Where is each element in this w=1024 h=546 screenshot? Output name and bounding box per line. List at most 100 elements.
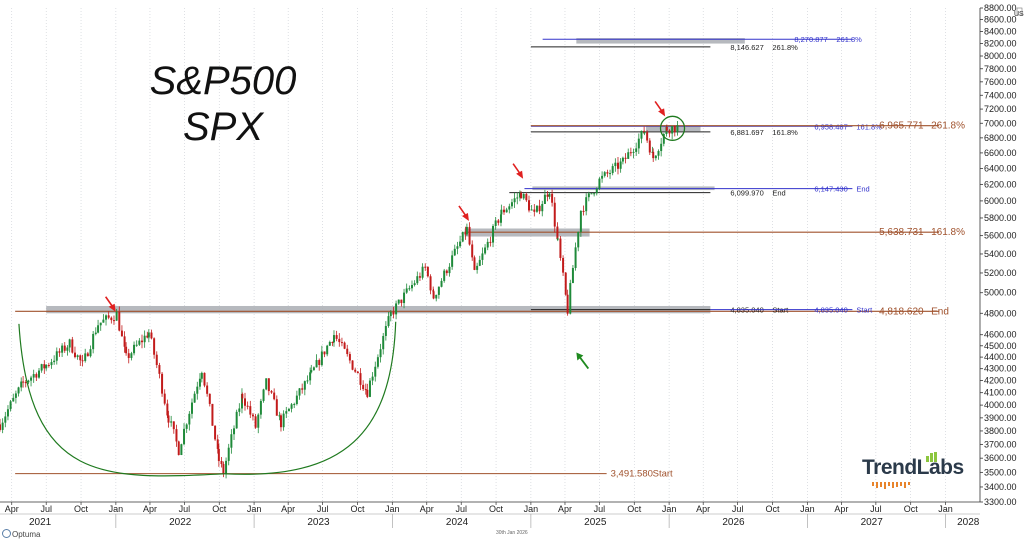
candle-body bbox=[318, 360, 321, 365]
candle-body bbox=[287, 408, 290, 412]
month-label: Apr bbox=[834, 504, 848, 514]
candle-body bbox=[637, 138, 640, 149]
candle-body bbox=[89, 349, 92, 357]
y-tick-label: 7200.00 bbox=[984, 104, 1017, 114]
candle-body bbox=[295, 395, 298, 405]
candle-body bbox=[400, 299, 403, 304]
candle-body bbox=[230, 434, 233, 448]
candle-body bbox=[257, 414, 260, 428]
candle-body bbox=[211, 403, 214, 426]
candle-body bbox=[503, 209, 506, 213]
footer-provider: Optuma bbox=[2, 529, 40, 539]
candle-body bbox=[392, 311, 395, 315]
candle-body bbox=[335, 335, 338, 339]
candle-body bbox=[405, 288, 408, 293]
candle-body bbox=[564, 272, 567, 295]
candle-body bbox=[127, 353, 130, 358]
candle-body bbox=[541, 203, 544, 212]
candle-body bbox=[448, 266, 451, 274]
y-tick-label: 5400.00 bbox=[984, 249, 1017, 259]
level-value-label: 4,818.620 bbox=[879, 306, 924, 317]
candle-body bbox=[426, 267, 429, 277]
candle-body bbox=[476, 265, 479, 270]
candle-body bbox=[348, 354, 351, 361]
candle-body bbox=[331, 342, 334, 344]
y-tick-label: 8600.00 bbox=[984, 15, 1017, 25]
candle-body bbox=[500, 209, 503, 215]
candle-body bbox=[254, 416, 257, 428]
brand-bars-icon bbox=[872, 452, 937, 489]
candle-body bbox=[611, 166, 614, 174]
settings-icon bbox=[1016, 7, 1023, 16]
candle-body bbox=[153, 338, 156, 355]
candle-body bbox=[115, 311, 118, 321]
candle-body bbox=[214, 425, 217, 440]
candle-body bbox=[27, 380, 30, 383]
candle-body bbox=[609, 173, 612, 175]
candle-body bbox=[125, 346, 128, 354]
level-tag-label: 261.8% bbox=[772, 43, 798, 52]
y-tick-label: 4800.00 bbox=[984, 308, 1017, 318]
month-label: Jan bbox=[662, 504, 677, 514]
year-label: 2028 bbox=[957, 517, 980, 528]
candle-body bbox=[17, 387, 20, 394]
y-tick-label: 3700.00 bbox=[984, 439, 1017, 449]
level-tag-label: 161.8% bbox=[931, 227, 965, 238]
candle-body bbox=[265, 378, 268, 390]
candle-body bbox=[198, 378, 201, 387]
year-label: 2022 bbox=[169, 517, 192, 528]
candle-body bbox=[298, 388, 301, 396]
candle-body bbox=[643, 132, 646, 134]
chart-title-line1: S&P500 bbox=[149, 59, 297, 103]
candle-body bbox=[468, 226, 471, 245]
y-tick-label: 4200.00 bbox=[984, 376, 1017, 386]
y-tick-label: 7800.00 bbox=[984, 64, 1017, 74]
candle-body bbox=[172, 421, 175, 430]
candle-body bbox=[665, 126, 668, 131]
candle-body bbox=[147, 332, 150, 338]
candle-body bbox=[556, 226, 559, 240]
candle-body bbox=[138, 340, 141, 345]
month-label: Oct bbox=[904, 504, 919, 514]
candle-body bbox=[249, 406, 252, 415]
candle-body bbox=[4, 416, 7, 423]
candle-body bbox=[241, 393, 244, 399]
level-value-label: 6,958.487 bbox=[814, 122, 847, 131]
candle-body bbox=[676, 125, 679, 133]
candle-body bbox=[662, 134, 665, 144]
candle-body bbox=[12, 397, 15, 402]
candle-body bbox=[533, 209, 536, 212]
candle-body bbox=[408, 288, 411, 290]
green-arrow-icon bbox=[578, 356, 590, 370]
candle-body bbox=[326, 345, 329, 355]
candle-body bbox=[627, 152, 630, 159]
candle-body bbox=[50, 362, 53, 366]
candle-body bbox=[635, 148, 638, 152]
candle-body bbox=[559, 238, 562, 258]
candle-body bbox=[343, 342, 346, 349]
candle-body bbox=[621, 157, 624, 162]
candle-body bbox=[668, 130, 671, 134]
candle-body bbox=[522, 193, 525, 199]
candle-body bbox=[646, 132, 649, 141]
candle-body bbox=[30, 377, 33, 381]
candle-body bbox=[278, 415, 281, 417]
candle-body bbox=[598, 178, 601, 189]
candle-body bbox=[40, 364, 43, 371]
candle-body bbox=[206, 385, 209, 394]
candle-body bbox=[569, 283, 572, 314]
candle-body bbox=[133, 344, 136, 354]
candle-body bbox=[473, 257, 476, 270]
candle-body bbox=[320, 351, 323, 365]
candle-body bbox=[55, 351, 58, 361]
month-label: Apr bbox=[696, 504, 710, 514]
candle-body bbox=[170, 421, 173, 423]
candle-body bbox=[220, 460, 223, 464]
candle-body bbox=[259, 400, 262, 415]
y-tick-label: 6200.00 bbox=[984, 179, 1017, 189]
candle-body bbox=[94, 332, 97, 334]
candle-body bbox=[190, 402, 193, 414]
candle-body bbox=[118, 311, 121, 331]
candle-body bbox=[163, 393, 166, 404]
candle-body bbox=[22, 381, 25, 383]
